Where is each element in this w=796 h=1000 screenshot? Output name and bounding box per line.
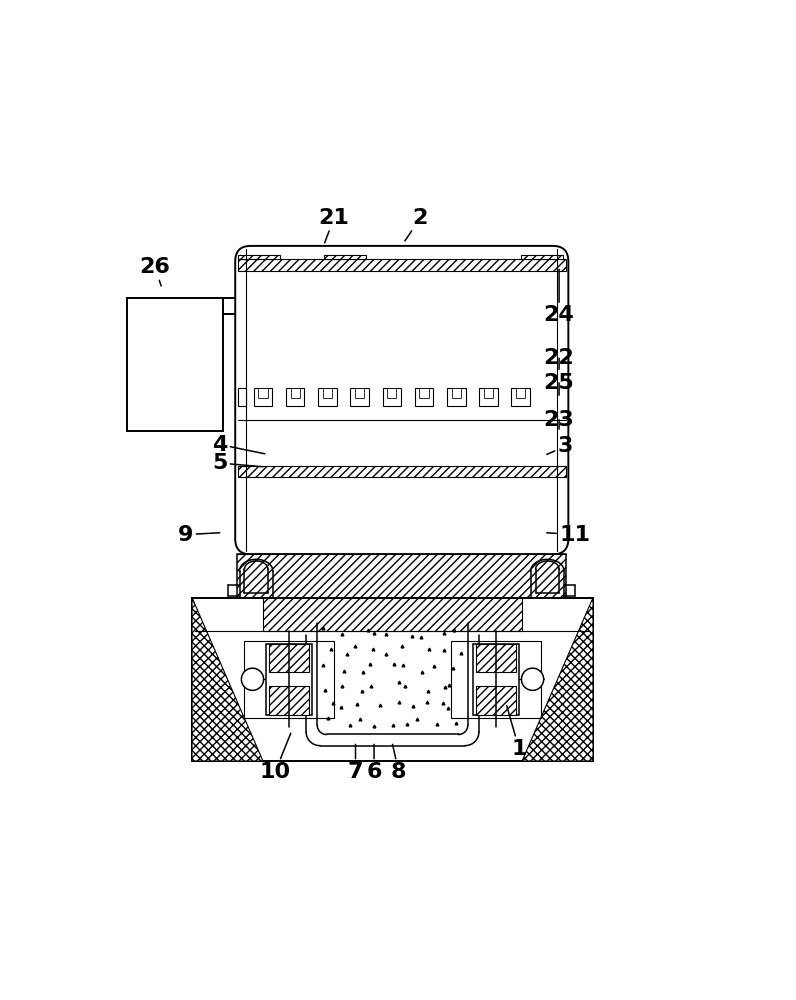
Bar <box>259 388 267 398</box>
Text: 24: 24 <box>544 269 575 325</box>
Bar <box>269 686 310 715</box>
Text: 5: 5 <box>212 453 263 473</box>
Bar <box>238 259 566 271</box>
Bar <box>238 255 279 259</box>
Bar <box>266 644 312 715</box>
Polygon shape <box>522 598 593 761</box>
Bar <box>516 388 525 398</box>
Bar <box>244 641 334 718</box>
Text: 9: 9 <box>178 525 220 545</box>
Text: 26: 26 <box>139 257 170 286</box>
Bar <box>318 388 337 406</box>
Text: 22: 22 <box>544 348 575 369</box>
Bar <box>324 255 366 259</box>
Bar <box>451 388 461 398</box>
Circle shape <box>241 668 263 690</box>
Bar <box>127 298 223 431</box>
Bar <box>269 644 310 672</box>
Bar <box>419 388 429 398</box>
Text: 25: 25 <box>544 373 575 395</box>
Text: 3: 3 <box>547 436 573 456</box>
Bar <box>473 644 519 715</box>
Circle shape <box>521 668 544 690</box>
Bar <box>238 388 246 406</box>
Text: 2: 2 <box>405 208 428 241</box>
Bar <box>479 388 498 406</box>
Bar <box>415 388 433 406</box>
Bar <box>383 388 401 406</box>
Bar <box>451 641 540 718</box>
Bar <box>521 255 564 259</box>
Text: 21: 21 <box>318 208 349 243</box>
Bar <box>476 644 516 672</box>
Bar <box>238 466 566 477</box>
Bar <box>447 388 466 406</box>
Text: 10: 10 <box>259 733 291 782</box>
Bar <box>291 388 300 398</box>
Bar <box>355 388 365 398</box>
Bar <box>484 388 493 398</box>
Bar <box>286 388 304 406</box>
Bar <box>323 388 332 398</box>
Polygon shape <box>192 598 263 761</box>
FancyBboxPatch shape <box>236 246 568 554</box>
Bar <box>512 388 530 406</box>
Bar <box>237 554 567 598</box>
Text: 1: 1 <box>506 705 527 759</box>
Bar <box>263 598 522 631</box>
Bar <box>350 388 369 406</box>
Text: 23: 23 <box>544 410 575 430</box>
Bar <box>387 388 396 398</box>
Bar <box>476 686 516 715</box>
Text: 6: 6 <box>366 744 382 782</box>
Text: 11: 11 <box>547 525 590 545</box>
Text: 4: 4 <box>212 435 265 455</box>
Text: 8: 8 <box>391 744 407 782</box>
Bar <box>254 388 272 406</box>
Text: 7: 7 <box>348 744 363 782</box>
Bar <box>192 598 593 761</box>
